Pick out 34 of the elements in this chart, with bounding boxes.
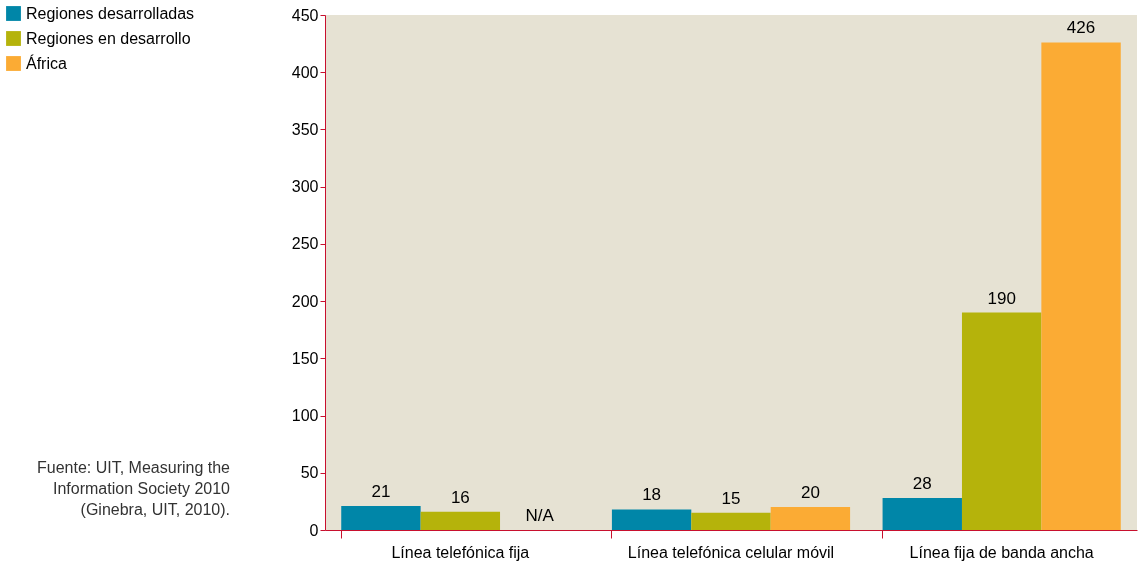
data-label: 28 [912,473,932,493]
x-tick-label: Línea fija de banda ancha [909,543,1094,561]
y-tick-label: 250 [291,235,319,253]
y-tick-label: 400 [291,63,319,81]
x-tick-label: Línea telefónica celular móvil [627,543,835,561]
legend-label: Regiones en desarrollo [26,29,191,47]
data-label: 21 [371,481,391,501]
data-label: 18 [642,485,662,505]
y-tick-label: 150 [291,349,319,367]
data-label: 426 [1066,18,1096,38]
y-tick-label: 100 [291,407,319,425]
bar [341,505,421,530]
bar [1041,42,1121,530]
bar [882,497,962,530]
data-label: 190 [987,288,1016,308]
y-tick-label: 0 [309,521,319,539]
data-label: 16 [450,487,470,507]
bar [691,512,771,530]
legend-label: África [26,53,67,72]
y-tick-label: 350 [291,120,319,138]
text: N/A [525,506,554,525]
x-tick-label: Línea telefónica fija [391,543,530,561]
bar [770,507,851,530]
data-label: 20 [800,483,820,503]
data-label: 15 [721,488,741,508]
y-tick-label: 300 [291,178,319,196]
bar [420,511,501,530]
bar [611,509,692,530]
y-tick-label: 450 [291,6,319,24]
bar [961,312,1042,530]
source-note: Fuente: UIT, Measuring the Information Society 2010 (Ginebra, UIT, 2010). [37,459,231,518]
y-tick-label: 200 [291,292,319,310]
y-tick-label: 50 [300,464,319,482]
legend-label: Regiones desarrolladas [26,4,195,22]
